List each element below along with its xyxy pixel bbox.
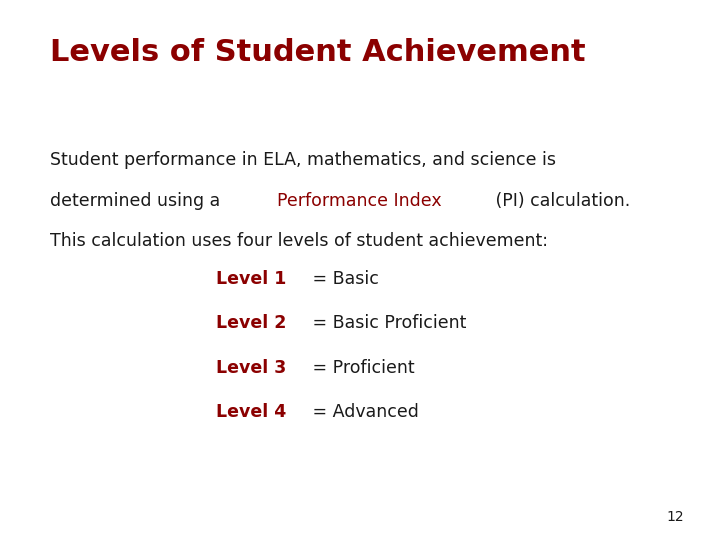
Text: Levels of Student Achievement: Levels of Student Achievement: [50, 38, 586, 67]
Text: = Proficient: = Proficient: [307, 359, 414, 376]
Text: (PI) calculation.: (PI) calculation.: [490, 192, 630, 210]
Text: This calculation uses four levels of student achievement:: This calculation uses four levels of stu…: [50, 232, 549, 250]
Text: Performance Index: Performance Index: [277, 192, 442, 210]
Text: Level 2: Level 2: [216, 314, 287, 332]
Text: Level 4: Level 4: [216, 403, 287, 421]
Text: Student performance in ELA, mathematics, and science is: Student performance in ELA, mathematics,…: [50, 151, 557, 169]
Text: Level 1: Level 1: [216, 270, 287, 288]
Text: Level 3: Level 3: [216, 359, 287, 376]
Text: = Advanced: = Advanced: [307, 403, 418, 421]
Text: 12: 12: [667, 510, 684, 524]
Text: determined using a: determined using a: [50, 192, 226, 210]
Text: = Basic Proficient: = Basic Proficient: [307, 314, 466, 332]
Text: = Basic: = Basic: [307, 270, 379, 288]
